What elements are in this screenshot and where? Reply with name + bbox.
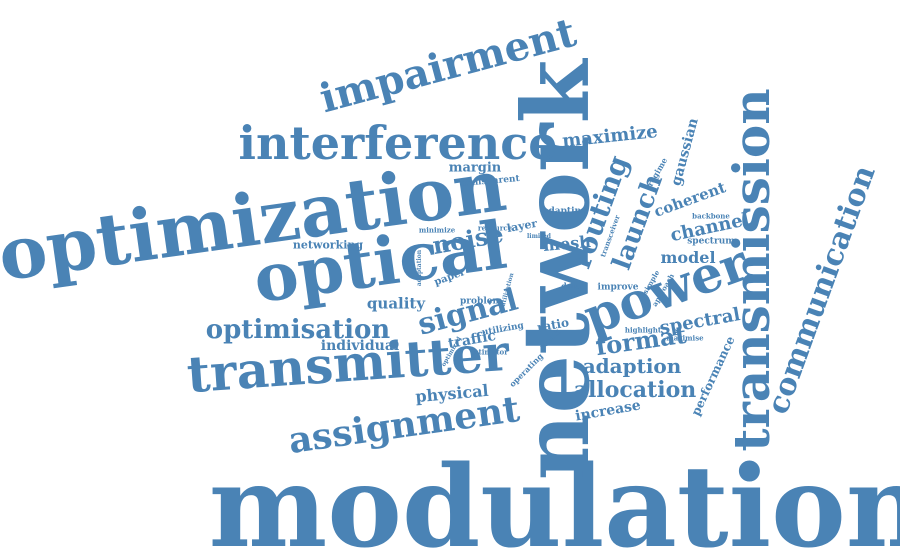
word-maximise: maximise [666,333,704,343]
word-allocation: allocation [573,377,697,403]
word-resource: resource [477,223,513,233]
word-individual: individual [320,338,400,354]
word-highlight: highlight [624,325,662,335]
word-data: data [561,281,581,291]
word-adaption: adaption [582,354,682,378]
word-optimisation: optimisation [205,315,391,345]
word-improve: improve [597,282,639,293]
word-problem: problem [460,296,502,307]
word-estimator: estimator [470,347,508,357]
word-networking: networking [292,238,364,252]
word-modulation: modulation [208,442,900,556]
word-quality: quality [366,294,426,313]
word-gaussian: gaussian [668,116,702,188]
word-limited: limited [527,233,551,240]
word-adaptation: adaptation [416,249,423,287]
word-spectrum: spectrum [687,236,735,247]
word-adapting: adapting [542,206,588,217]
word-backbone: backbone [692,211,730,221]
word-model: model [660,248,716,267]
word-minimize: minimize [418,225,456,235]
word-interference: interference [238,116,558,170]
word-margin: margin [448,160,502,176]
